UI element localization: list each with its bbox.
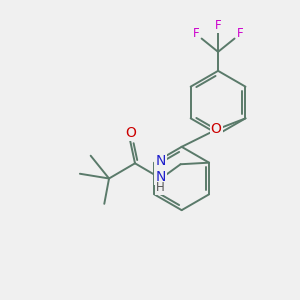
Text: F: F — [215, 19, 221, 32]
Text: N: N — [155, 170, 166, 184]
Text: F: F — [193, 27, 199, 40]
Text: O: O — [125, 126, 136, 140]
Text: O: O — [211, 122, 221, 136]
Text: N: N — [155, 154, 166, 168]
Text: H: H — [156, 182, 165, 194]
Text: F: F — [237, 27, 244, 40]
